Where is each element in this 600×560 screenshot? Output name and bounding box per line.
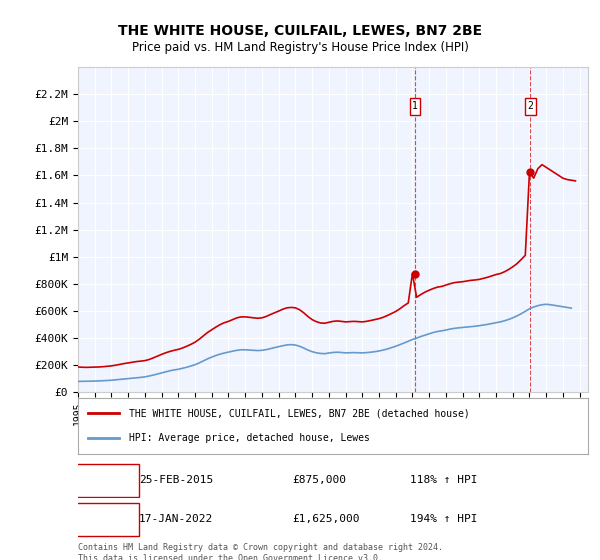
Text: 1: 1 — [412, 101, 418, 111]
FancyBboxPatch shape — [525, 99, 536, 115]
Text: £1,625,000: £1,625,000 — [292, 515, 360, 524]
Text: Contains HM Land Registry data © Crown copyright and database right 2024.
This d: Contains HM Land Registry data © Crown c… — [78, 543, 443, 560]
Text: THE WHITE HOUSE, CUILFAIL, LEWES, BN7 2BE (detached house): THE WHITE HOUSE, CUILFAIL, LEWES, BN7 2B… — [129, 408, 470, 418]
Text: 17-JAN-2022: 17-JAN-2022 — [139, 515, 214, 524]
Text: 25-FEB-2015: 25-FEB-2015 — [139, 475, 214, 485]
Text: 2: 2 — [92, 515, 99, 524]
FancyBboxPatch shape — [53, 464, 139, 497]
Text: 194% ↑ HPI: 194% ↑ HPI — [409, 515, 477, 524]
Text: HPI: Average price, detached house, Lewes: HPI: Average price, detached house, Lewe… — [129, 433, 370, 443]
Text: 1: 1 — [92, 475, 99, 485]
Text: Price paid vs. HM Land Registry's House Price Index (HPI): Price paid vs. HM Land Registry's House … — [131, 41, 469, 54]
FancyBboxPatch shape — [53, 503, 139, 536]
Text: 2: 2 — [527, 101, 533, 111]
Text: 118% ↑ HPI: 118% ↑ HPI — [409, 475, 477, 485]
FancyBboxPatch shape — [410, 99, 420, 115]
Text: £875,000: £875,000 — [292, 475, 346, 485]
Text: THE WHITE HOUSE, CUILFAIL, LEWES, BN7 2BE: THE WHITE HOUSE, CUILFAIL, LEWES, BN7 2B… — [118, 24, 482, 38]
